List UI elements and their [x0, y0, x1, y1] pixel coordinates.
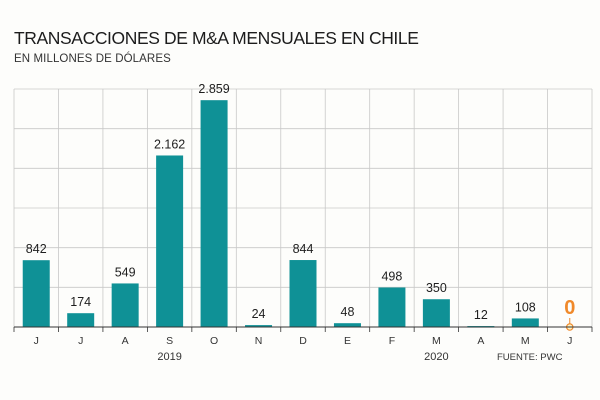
- x-tick-label: A: [477, 335, 484, 347]
- chart-title: TRANSACCIONES DE M&A MENSUALES EN CHILE: [14, 28, 419, 48]
- x-tick-label: D: [299, 335, 307, 347]
- bar: [422, 299, 450, 327]
- x-tick-label: M: [432, 335, 441, 347]
- bar: [333, 323, 361, 327]
- x-tick-label: S: [166, 335, 173, 347]
- data-label: 174: [70, 295, 91, 309]
- x-tick-label: A: [122, 335, 129, 347]
- year-label: 2019: [157, 351, 181, 363]
- data-label-highlight: 0: [564, 297, 575, 319]
- bar: [245, 325, 273, 327]
- data-labels: 842 174 549 2.162 2.859 24 844 48 498 350 12 108 0: [26, 82, 576, 322]
- bar: [22, 260, 50, 327]
- bar: [111, 283, 139, 327]
- data-label: 2.162: [154, 137, 185, 151]
- data-label: 48: [341, 305, 355, 319]
- x-tick-label: O: [210, 335, 218, 347]
- bar: [156, 155, 184, 327]
- data-label: 549: [115, 265, 136, 279]
- x-tick-label: M: [521, 335, 530, 347]
- x-tick-label: J: [78, 335, 83, 347]
- data-label: 108: [515, 300, 536, 314]
- data-label: 24: [252, 307, 266, 321]
- bars: [22, 100, 574, 331]
- data-label: 350: [426, 281, 447, 295]
- data-label: 498: [381, 269, 402, 283]
- x-tick-label: F: [389, 335, 395, 347]
- x-tick-label: N: [255, 335, 263, 347]
- data-label: 2.859: [198, 82, 229, 96]
- x-tick-label: J: [34, 335, 39, 347]
- bar: [67, 313, 95, 327]
- data-label: 844: [293, 242, 314, 256]
- data-label: 12: [474, 308, 488, 322]
- bar: [378, 287, 406, 327]
- year-label: 2020: [424, 351, 448, 363]
- bar: [289, 260, 317, 327]
- bar: [200, 100, 228, 327]
- gridlines: [13, 88, 593, 327]
- x-axis: J J A S O N D E F M A M J 2019 2020: [13, 326, 593, 363]
- data-label: 842: [26, 242, 47, 256]
- chart-subtitle: EN MILLONES DE DÓLARES: [14, 53, 171, 65]
- source-note: FUENTE: PWC: [497, 352, 563, 363]
- x-tick-label: J: [567, 335, 572, 347]
- bar: [511, 318, 539, 327]
- x-tick-label: E: [344, 335, 351, 347]
